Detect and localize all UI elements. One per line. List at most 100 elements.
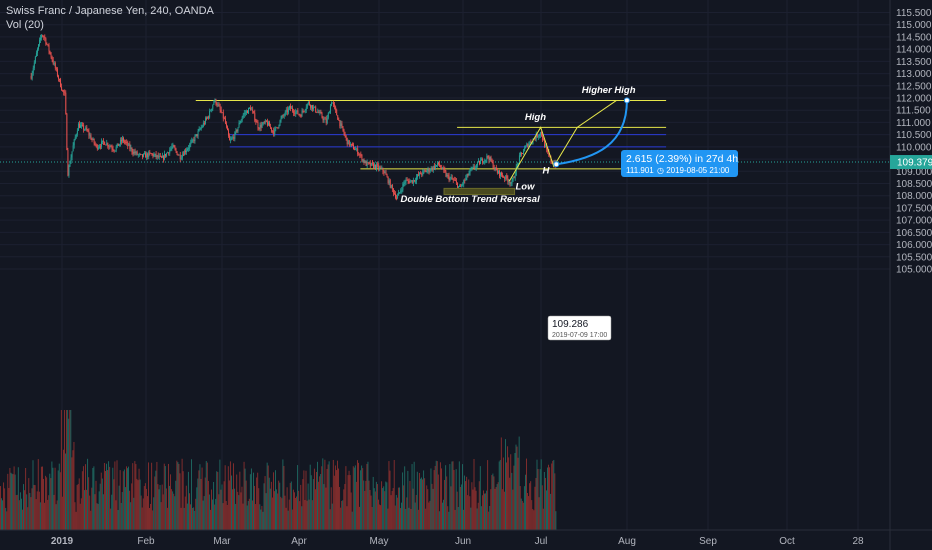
candle-body (77, 123, 79, 131)
annotation-h[interactable]: H (542, 166, 550, 177)
candle-body (82, 124, 84, 126)
volume-bar (245, 480, 247, 530)
curve-end-handle[interactable] (623, 97, 630, 104)
candle-body (442, 167, 444, 169)
candle-body (492, 161, 494, 169)
volume-bar (141, 507, 143, 530)
candle-body (330, 103, 332, 106)
volume-bar (105, 470, 106, 530)
volume-bar (38, 491, 40, 530)
volume-bar (393, 460, 395, 530)
candle-body (302, 110, 304, 112)
candle-body (349, 143, 351, 146)
time-axis[interactable]: 2019 Feb Mar Apr May Jun Jul Aug Sep Oct 28 (0, 529, 932, 547)
volume-bar (551, 463, 553, 530)
annotation-higher-high[interactable]: Higher High (582, 85, 636, 96)
candle-body (103, 140, 105, 142)
candle-body (185, 150, 186, 153)
candle-body (308, 102, 310, 106)
candle-body (93, 138, 95, 144)
volume-bar (492, 473, 494, 530)
measurement-label[interactable] (621, 150, 738, 177)
volume-bar (478, 481, 480, 530)
projected-path-line[interactable] (508, 100, 617, 182)
volume-bar (512, 489, 514, 530)
candle-body (88, 131, 90, 136)
volume-bar (99, 483, 101, 530)
volume-indicator-label[interactable]: Vol (20) (6, 19, 44, 31)
volume-bar (475, 490, 477, 530)
candle-body (493, 168, 495, 169)
candle-body (525, 145, 527, 148)
projection-curve[interactable] (556, 100, 628, 166)
curve-start-handle[interactable] (553, 161, 560, 168)
candle-body (496, 170, 498, 173)
annotation-low[interactable]: Low (516, 182, 536, 193)
candle-body (87, 130, 89, 132)
candle-body (326, 117, 328, 124)
volume-bar (197, 478, 199, 530)
volume-bar (202, 500, 204, 530)
volume-bar (317, 461, 318, 530)
candle-body (70, 157, 72, 164)
candle-body (284, 111, 286, 116)
volume-bar (165, 488, 167, 530)
candle-body (153, 154, 155, 157)
volume-bar (198, 470, 200, 530)
candle-body (544, 139, 546, 148)
candle-body (101, 141, 102, 147)
candle-body (246, 110, 248, 114)
candle-body (392, 188, 394, 194)
symbol-title[interactable]: Swiss Franc / Japanese Yen, 240, OANDA (6, 5, 214, 17)
volume-bar (54, 467, 56, 530)
annotation-double-bottom[interactable]: Double Bottom Trend Reversal (401, 194, 541, 205)
candle-body (432, 166, 434, 171)
candle-body (113, 149, 115, 151)
time-tick-label: Apr (291, 536, 307, 547)
volume-bar (553, 459, 555, 530)
volume-bar (248, 498, 250, 530)
volume-bar (14, 474, 16, 530)
candle-body (260, 124, 262, 128)
candle-body (327, 113, 329, 118)
volume-bar (277, 493, 279, 530)
price-tick-label: 106.000 (896, 240, 932, 251)
annotation-high[interactable]: High (525, 112, 546, 123)
candle-body (429, 170, 431, 172)
volume-bar (214, 504, 216, 530)
price-candles (30, 34, 557, 201)
volume-bar (204, 477, 206, 530)
candle-body (428, 168, 430, 172)
candle-body (510, 183, 512, 184)
volume-bar (135, 464, 137, 530)
volume-bar (400, 508, 401, 530)
volume-bar (35, 499, 37, 530)
horizontal-levels[interactable] (0, 99, 890, 170)
volume-bar (514, 453, 516, 530)
candle-body (517, 163, 519, 165)
volume-bar (153, 497, 155, 530)
candle-body (43, 36, 45, 38)
candle-body (52, 60, 54, 64)
volume-bar (554, 473, 556, 530)
double-bottom-zone[interactable] (443, 187, 516, 196)
volume-bar (429, 500, 431, 530)
last-price-tag[interactable] (890, 155, 932, 170)
candle-body (249, 107, 250, 109)
candle-body (343, 130, 345, 134)
candle-body (451, 177, 453, 180)
candle-body (338, 119, 340, 121)
volume-bar (183, 507, 185, 530)
candle-body (529, 141, 531, 144)
candle-body (146, 153, 148, 158)
candle-body (309, 105, 311, 108)
candle-body (267, 122, 269, 126)
candle-body (167, 152, 169, 154)
candle-body (173, 145, 175, 148)
crosshair-price: 109.286 (552, 319, 589, 330)
candle-body (543, 139, 544, 141)
